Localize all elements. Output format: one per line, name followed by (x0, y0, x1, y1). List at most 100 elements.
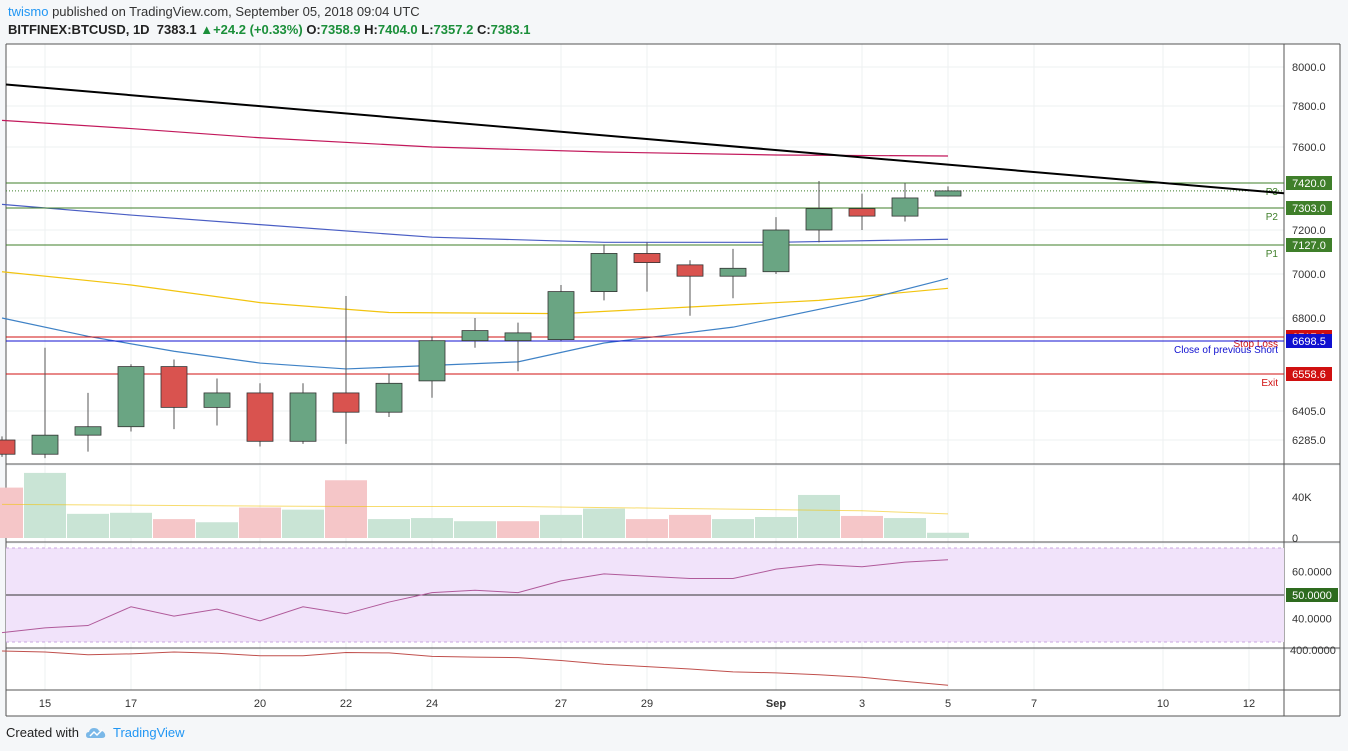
volume-bar (798, 494, 840, 538)
rsi-mid-tag (1286, 588, 1338, 602)
published-text: published on TradingView.com, September … (52, 4, 420, 19)
ohlc-legend: BITFINEX:BTCUSD, 1D 7383.1 ▲+24.2 (+0.33… (8, 22, 530, 37)
candle-body (934, 190, 962, 197)
level-price-label: 7420.0 (1292, 178, 1326, 190)
candle-body (676, 264, 704, 277)
level-price-label: 6698.5 (1292, 336, 1326, 348)
publish-info: twismo published on TradingView.com, Sep… (8, 4, 420, 19)
x-tick-label: 15 (39, 698, 51, 710)
volume-bar (0, 487, 23, 538)
candle-body (74, 426, 102, 436)
level-price-tag (1286, 238, 1332, 252)
candle-body (0, 439, 16, 455)
low-label: L: (421, 22, 434, 37)
volume-bar (884, 518, 926, 538)
level-price-label: 7303.0 (1292, 203, 1326, 215)
close-label: C: (476, 22, 491, 37)
level-price-label: 7127.0 (1292, 240, 1326, 252)
candle-body (762, 229, 790, 273)
volume-ma-line (1, 503, 949, 515)
candle-body (332, 392, 360, 413)
volume-bar (454, 521, 496, 538)
created-with-text: Created with (6, 725, 79, 740)
author-link[interactable]: twismo (8, 4, 49, 19)
y-tick-label: 6285.0 (1292, 435, 1326, 447)
open-value: 7358.9 (320, 22, 361, 37)
y-tick-label: 6405.0 (1292, 406, 1326, 418)
volume-bar (755, 517, 797, 538)
rsi-tick-label: 40.0000 (1292, 614, 1332, 626)
trendline (5, 83, 1285, 195)
tradingview-cloud-icon (85, 727, 106, 738)
y-tick-label: 6800.0 (1292, 313, 1326, 325)
high-value: 7404.0 (377, 22, 418, 37)
volume-tick-label: 40K (1292, 492, 1312, 504)
x-tick-label: 22 (340, 698, 352, 710)
volume-bar (24, 472, 66, 538)
y-tick-label: 7000.0 (1292, 269, 1326, 281)
moving-average-line (1, 119, 949, 157)
level-price-tag (1286, 201, 1332, 215)
volume-bar (497, 521, 539, 538)
footer: Created with TradingView (6, 725, 185, 740)
y-tick-label: 7600.0 (1292, 142, 1326, 154)
indicator-line (1, 650, 949, 686)
volume-tick-label: 0 (1292, 533, 1298, 545)
candle-body (805, 208, 833, 231)
candle-body (117, 366, 145, 428)
chart-area[interactable]: 15 17 20 22 24 27 29 Sep 3 5 7 10 12 8000.0 7800.0 7600… (0, 0, 1348, 720)
high-label: H: (364, 22, 378, 37)
x-tick-label: 7 (1031, 698, 1037, 710)
low-value: 7357.2 (433, 22, 474, 37)
close-value: 7383.1 (490, 22, 531, 37)
level-tag-label: P1 (1266, 249, 1279, 260)
candle-body (547, 291, 575, 340)
candle-body (504, 332, 532, 342)
rsi-line (1, 559, 949, 634)
x-tick-label: 20 (254, 698, 266, 710)
volume-bar (196, 522, 238, 538)
y-tick-label: 8000.0 (1292, 62, 1326, 74)
candle-body (891, 197, 919, 217)
level-price-tag (1286, 334, 1332, 348)
candle-body (31, 434, 59, 455)
indicator-pane-bg (6, 650, 1340, 690)
rsi-tick-label: 60.0000 (1292, 567, 1332, 579)
symbol-label: BITFINEX:BTCUSD, 1D (8, 22, 150, 37)
volume-bar (411, 518, 453, 538)
candle-body (246, 392, 274, 442)
up-arrow-icon: ▲ (200, 22, 214, 37)
y-tick-label: 7200.0 (1292, 225, 1326, 237)
candle-body (418, 340, 446, 382)
candle-body (160, 366, 188, 408)
candle-body (633, 253, 661, 263)
level-tag-label: Stop Loss (1234, 339, 1278, 350)
level-tag-label: P2 (1266, 212, 1279, 223)
volume-bar (841, 515, 883, 538)
volume-bar (153, 519, 195, 538)
time-axis-bg (6, 690, 1340, 716)
level-tag-label: Exit (1261, 378, 1278, 389)
level-price-label: 6558.6 (1292, 369, 1326, 381)
moving-average-line (1, 271, 949, 315)
candle-body (590, 253, 618, 293)
x-tick-label: 24 (426, 698, 438, 710)
x-tick-label: 27 (555, 698, 567, 710)
x-tick-label: 12 (1243, 698, 1255, 710)
volume-bar (67, 513, 109, 538)
open-label: O: (306, 22, 321, 37)
y-tick-label: 7800.0 (1292, 101, 1326, 113)
x-tick-label: 10 (1157, 698, 1169, 710)
volume-bar (239, 507, 281, 538)
candle-body (203, 392, 231, 408)
level-price-tag (1286, 176, 1332, 190)
volume-bar (583, 508, 625, 538)
volume-bar (110, 512, 152, 538)
volume-bar (368, 519, 410, 538)
candle-body (848, 208, 876, 217)
indicator-tick-label: 400.0000 (1290, 645, 1336, 657)
candle-body (719, 267, 747, 277)
volume-bar (712, 519, 754, 538)
last-price: 7383.1 (156, 22, 197, 37)
tradingview-brand-link[interactable]: TradingView (112, 725, 185, 740)
